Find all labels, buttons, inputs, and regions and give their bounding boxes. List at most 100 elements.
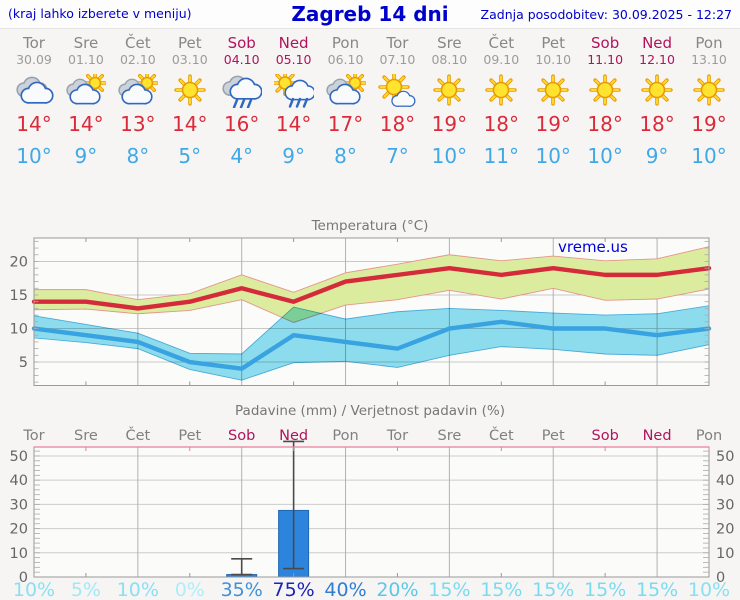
chart-day-label: Sre [74,428,98,444]
forecast-day-column: Sre 08.10 19° 10° [423,28,475,215]
high-temp-value: 18° [639,112,675,136]
sunny-icon [693,74,725,106]
forecast-day-column: Sob 04.10 16° 4° [216,28,268,215]
y-axis-tick-label: 10 [10,322,28,338]
day-name-label: Sob [227,34,256,52]
precip-probability-value: 40% [324,579,366,600]
day-date-label: 09.10 [483,52,520,67]
day-date-label: 02.10 [119,52,156,67]
chart-day-label: Pet [542,428,565,444]
chart-day-label: Sob [228,428,255,444]
forecast-day-column: Pon 06.10 17° 8° [320,28,372,215]
rain-icon [222,75,262,108]
chart-day-label: Tor [22,428,44,444]
precip-probability-value: 75% [272,579,314,600]
day-name-label: Čet [488,34,515,52]
forecast-day-column: Čet 09.10 18° 11° [475,28,527,215]
mostly-sunny-icon [378,74,416,107]
high-temp-value: 18° [379,112,416,136]
y-axis-tick-label: 50 [10,449,28,465]
day-name-label: Pet [177,34,202,52]
chart-day-label: Pon [332,428,358,444]
high-temp-value: 18° [587,112,623,136]
day-name-label: Ned [642,34,673,52]
day-name-label: Sob [591,34,620,52]
high-temp-value: 14° [172,112,208,136]
day-date-label: 13.10 [691,52,727,67]
sunny-icon [433,74,466,106]
high-temp-value: 16° [223,112,260,136]
low-temp-value: 8° [334,144,357,168]
forecast-strip: Tor 30.09 14° 10° Sre 01.10 14° 9° Čet 02.10 13° 8°… [0,28,740,215]
chart-day-label: Pet [178,428,201,444]
low-temp-value: 10° [535,144,571,168]
sunny-icon [641,74,673,106]
day-date-label: 04.10 [223,52,260,67]
forecast-day-column: Tor 07.10 18° 7° [371,28,423,215]
high-temp-value: 13° [120,112,156,136]
sun-rain-icon [273,74,314,108]
precip-probability-value: 15% [532,579,574,600]
low-temp-value: 11° [483,144,520,168]
y-axis-tick-label: 40 [716,473,734,489]
low-temp-value: 10° [16,144,52,168]
y-axis-tick-label: 0 [19,570,28,586]
low-temp-value: 4° [230,144,254,168]
sunny-icon [485,74,517,106]
y-axis-tick-label: 40 [10,473,28,489]
header-bar: (kraj lahko izberete v meniju) Zagreb 14… [0,0,740,29]
day-date-label: 06.10 [327,52,364,67]
forecast-day-column: Ned 05.10 14° 9° [268,28,320,215]
forecast-day-column: Pon 13.10 19° 10° [683,28,735,215]
day-date-label: 12.10 [639,52,675,67]
chart-day-label: Sre [437,428,461,444]
low-temp-value: 9° [282,144,305,168]
day-name-label: Sre [73,34,99,52]
day-name-label: Pon [331,34,360,52]
low-temp-value: 7° [386,144,409,168]
day-name-label: Tor [23,34,45,52]
precip-probability-value: 15% [636,579,678,600]
partly-sunny-icon [325,74,366,105]
y-axis-tick-label: 30 [716,497,734,513]
day-name-label: Čet [125,34,151,52]
min-temperature-line [31,319,712,371]
high-temp-value: 14° [68,112,104,136]
high-temp-value: 14° [275,112,312,136]
y-axis-tick-label: 20 [10,254,28,270]
high-temp-value: 17° [327,112,364,136]
day-date-label: 11.10 [587,52,624,67]
precip-probability-value: 10% [688,579,730,600]
y-axis-tick-label: 15 [10,288,28,304]
location-menu-note: (kraj lahko izberete v meniju) [8,6,192,21]
precip-probability-value: 15% [584,579,626,600]
day-name-label: Pon [695,34,723,52]
day-date-label: 08.10 [431,52,468,67]
sunny-icon [537,74,569,106]
chart-day-label: Čet [489,426,514,444]
day-date-label: 01.10 [68,52,104,67]
low-temp-value: 9° [645,144,669,168]
precipitation-chart: Padavine (mm) / Verjetnost padavin (%) To… [10,403,735,600]
chart-title: Padavine (mm) / Verjetnost padavin (%) [235,403,505,419]
low-temp-value: 9° [74,144,98,168]
high-temp-value: 19° [535,112,571,136]
forecast-day-column: Ned 12.10 18° 9° [631,28,683,215]
watermark-label: vreme.us [558,238,628,256]
day-date-label: 30.09 [16,52,52,67]
low-temp-value: 10° [587,144,623,168]
chart-day-label: Ned [279,428,308,444]
chart-day-label: Tor [386,428,408,444]
y-axis-tick-label: 20 [10,522,28,538]
day-date-label: 03.10 [171,52,208,67]
partly-sunny-icon [66,74,106,105]
y-axis-tick-label: 0 [716,570,725,586]
forecast-day-column: Tor 30.09 14° 10° [8,28,60,215]
sunny-icon [174,74,206,106]
high-temp-value: 19° [691,112,727,136]
precip-probability-value: 5% [71,579,101,600]
day-name-label: Ned [278,34,309,52]
day-date-label: 07.10 [379,52,416,67]
low-temp-value: 10° [691,144,727,168]
